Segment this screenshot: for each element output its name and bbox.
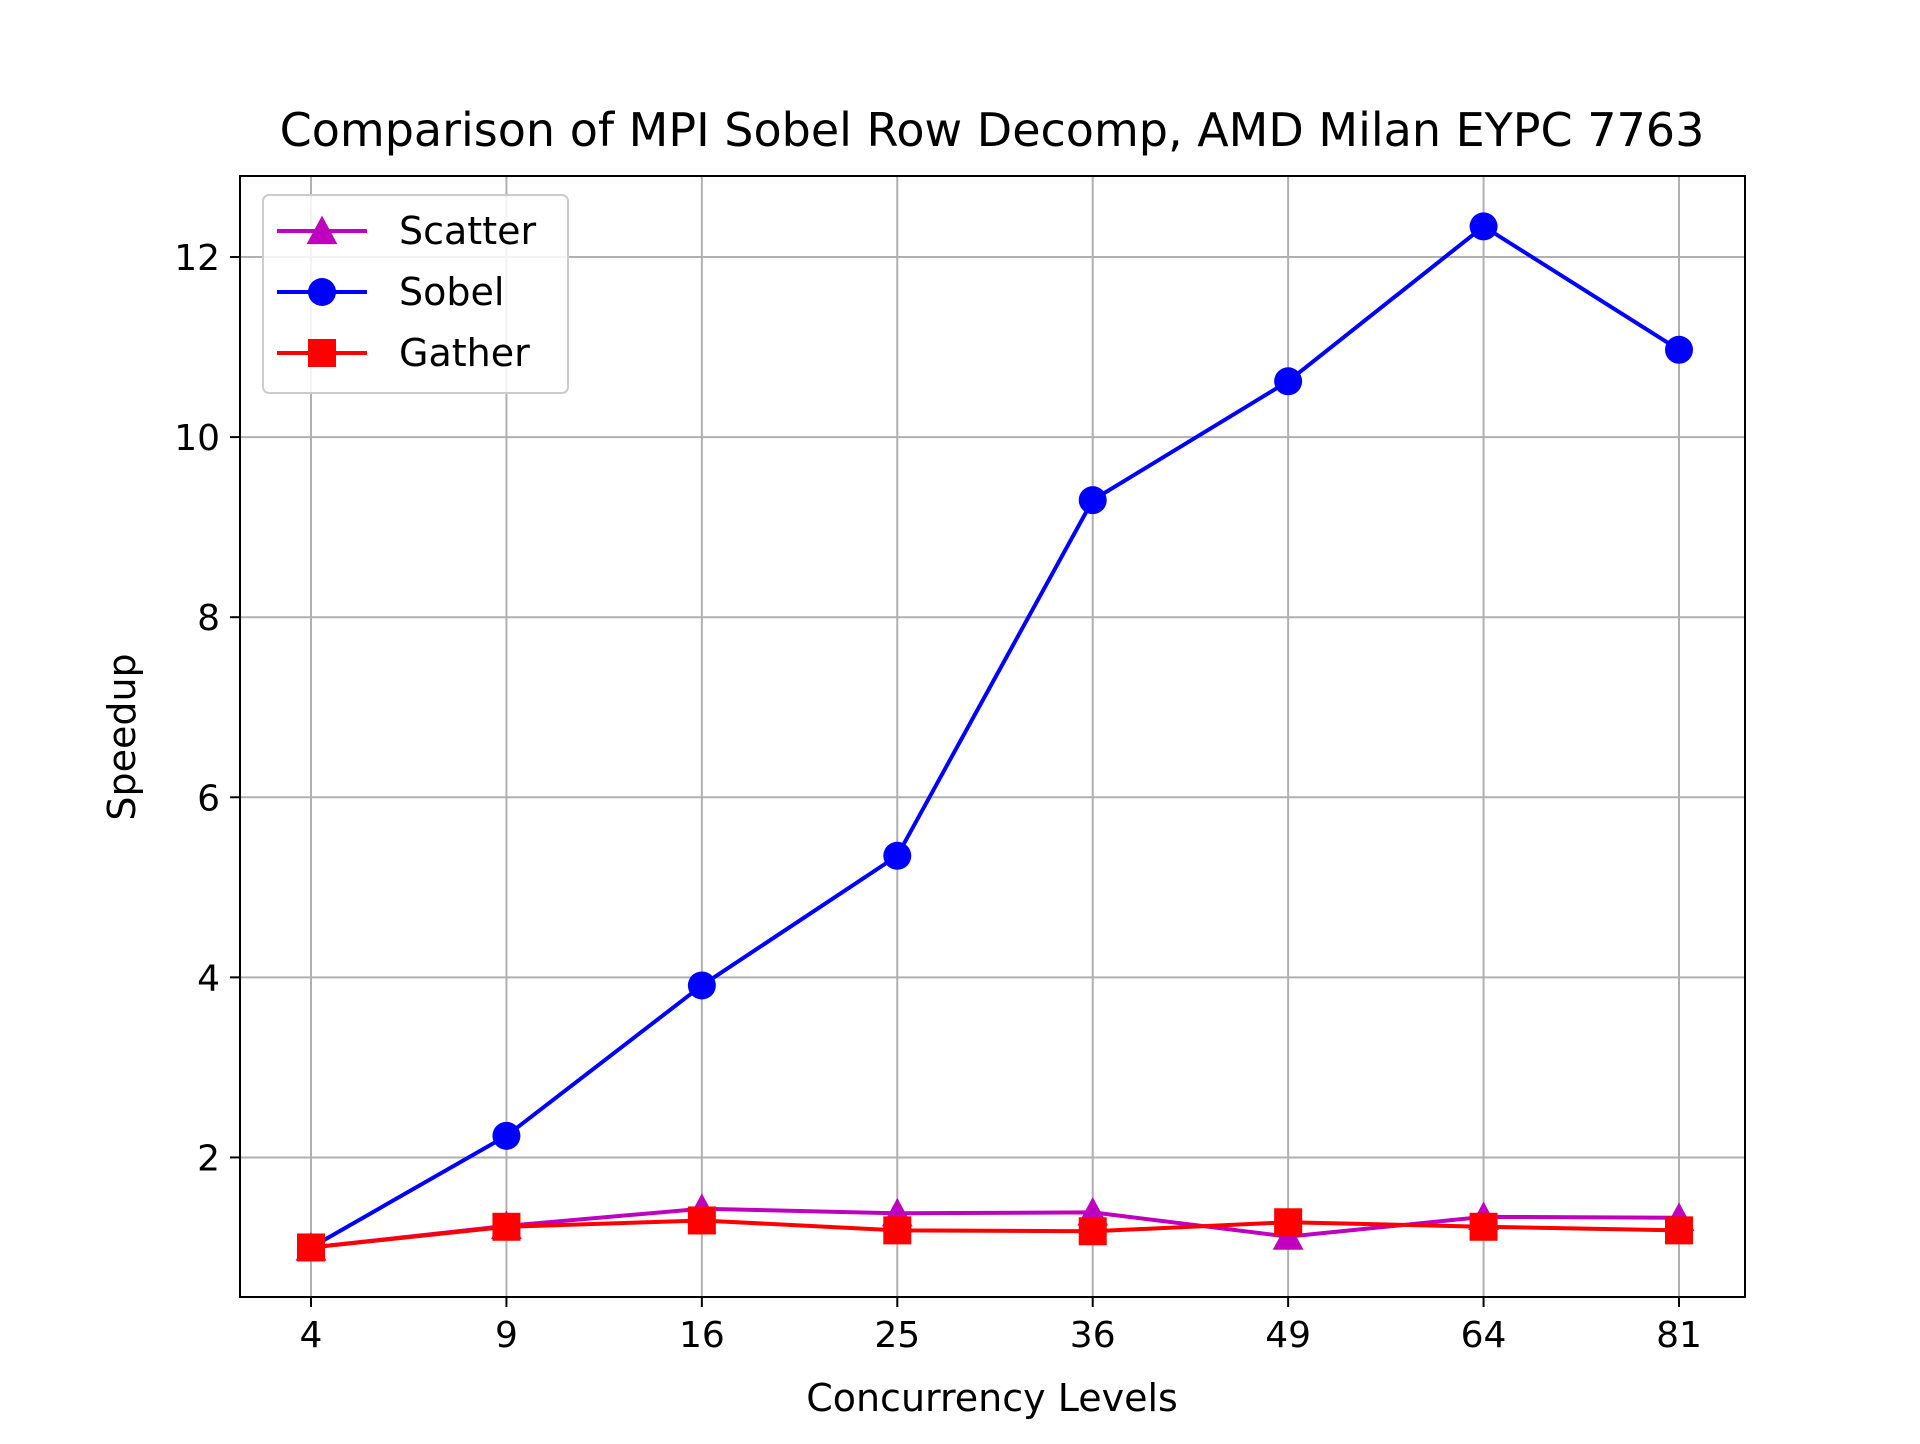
x-axis-label: Concurrency Levels (806, 1376, 1178, 1420)
y-tick-label: 6 (197, 778, 220, 819)
x-tick-label: 64 (1461, 1315, 1507, 1356)
series-line (310, 224, 1681, 1250)
legend-marker (306, 215, 338, 245)
x-tick-label: 25 (874, 1315, 920, 1356)
legend-entry-gather: Gather (277, 331, 530, 375)
data-point (1469, 1212, 1498, 1241)
series-layer (295, 212, 1695, 1262)
x-tick-label: 4 (300, 1315, 323, 1356)
data-point (492, 1212, 521, 1241)
y-tick-label: 4 (197, 958, 220, 999)
x-tick-label: 16 (679, 1315, 725, 1356)
series-gather (297, 1206, 1693, 1262)
data-point (1469, 212, 1498, 241)
legend-entry-sobel: Sobel (277, 270, 504, 314)
x-tick-label: 81 (1656, 1315, 1702, 1356)
series-sobel (297, 212, 1693, 1262)
series-line (310, 1218, 1680, 1250)
data-point (687, 1206, 716, 1235)
legend: Scatter Sobel Gather (262, 194, 569, 394)
data-point (297, 1233, 325, 1262)
data-point (687, 971, 716, 1000)
y-tick-label: 8 (197, 598, 220, 639)
legend-marker (308, 339, 336, 367)
chart-title: Comparison of MPI Sobel Row Decomp, AMD … (280, 103, 1705, 157)
legend-box (262, 194, 569, 394)
y-axis-label: Speedup (100, 653, 144, 820)
legend-label: Gather (399, 331, 530, 375)
x-tick-label: 49 (1265, 1315, 1311, 1356)
data-point (1078, 486, 1107, 515)
data-point (1665, 1216, 1693, 1245)
legend-entry-scatter: Scatter (277, 209, 536, 253)
legend-label: Sobel (399, 270, 504, 314)
series-line (310, 1206, 1680, 1250)
x-tick-label: 9 (495, 1315, 518, 1356)
data-point (1274, 1208, 1303, 1237)
data-point (883, 1216, 912, 1245)
y-tick-label: 12 (174, 238, 220, 279)
data-point (1078, 1217, 1107, 1246)
legend-label: Scatter (399, 209, 536, 253)
data-point (1665, 335, 1693, 364)
axes-frame (239, 175, 1746, 1298)
data-point (492, 1121, 521, 1150)
y-tick-label: 10 (174, 418, 220, 459)
legend-marker (308, 278, 336, 306)
x-tick-label: 36 (1070, 1315, 1116, 1356)
y-tick-label: 2 (197, 1138, 220, 1179)
data-point (1274, 367, 1303, 396)
data-point (883, 841, 912, 870)
